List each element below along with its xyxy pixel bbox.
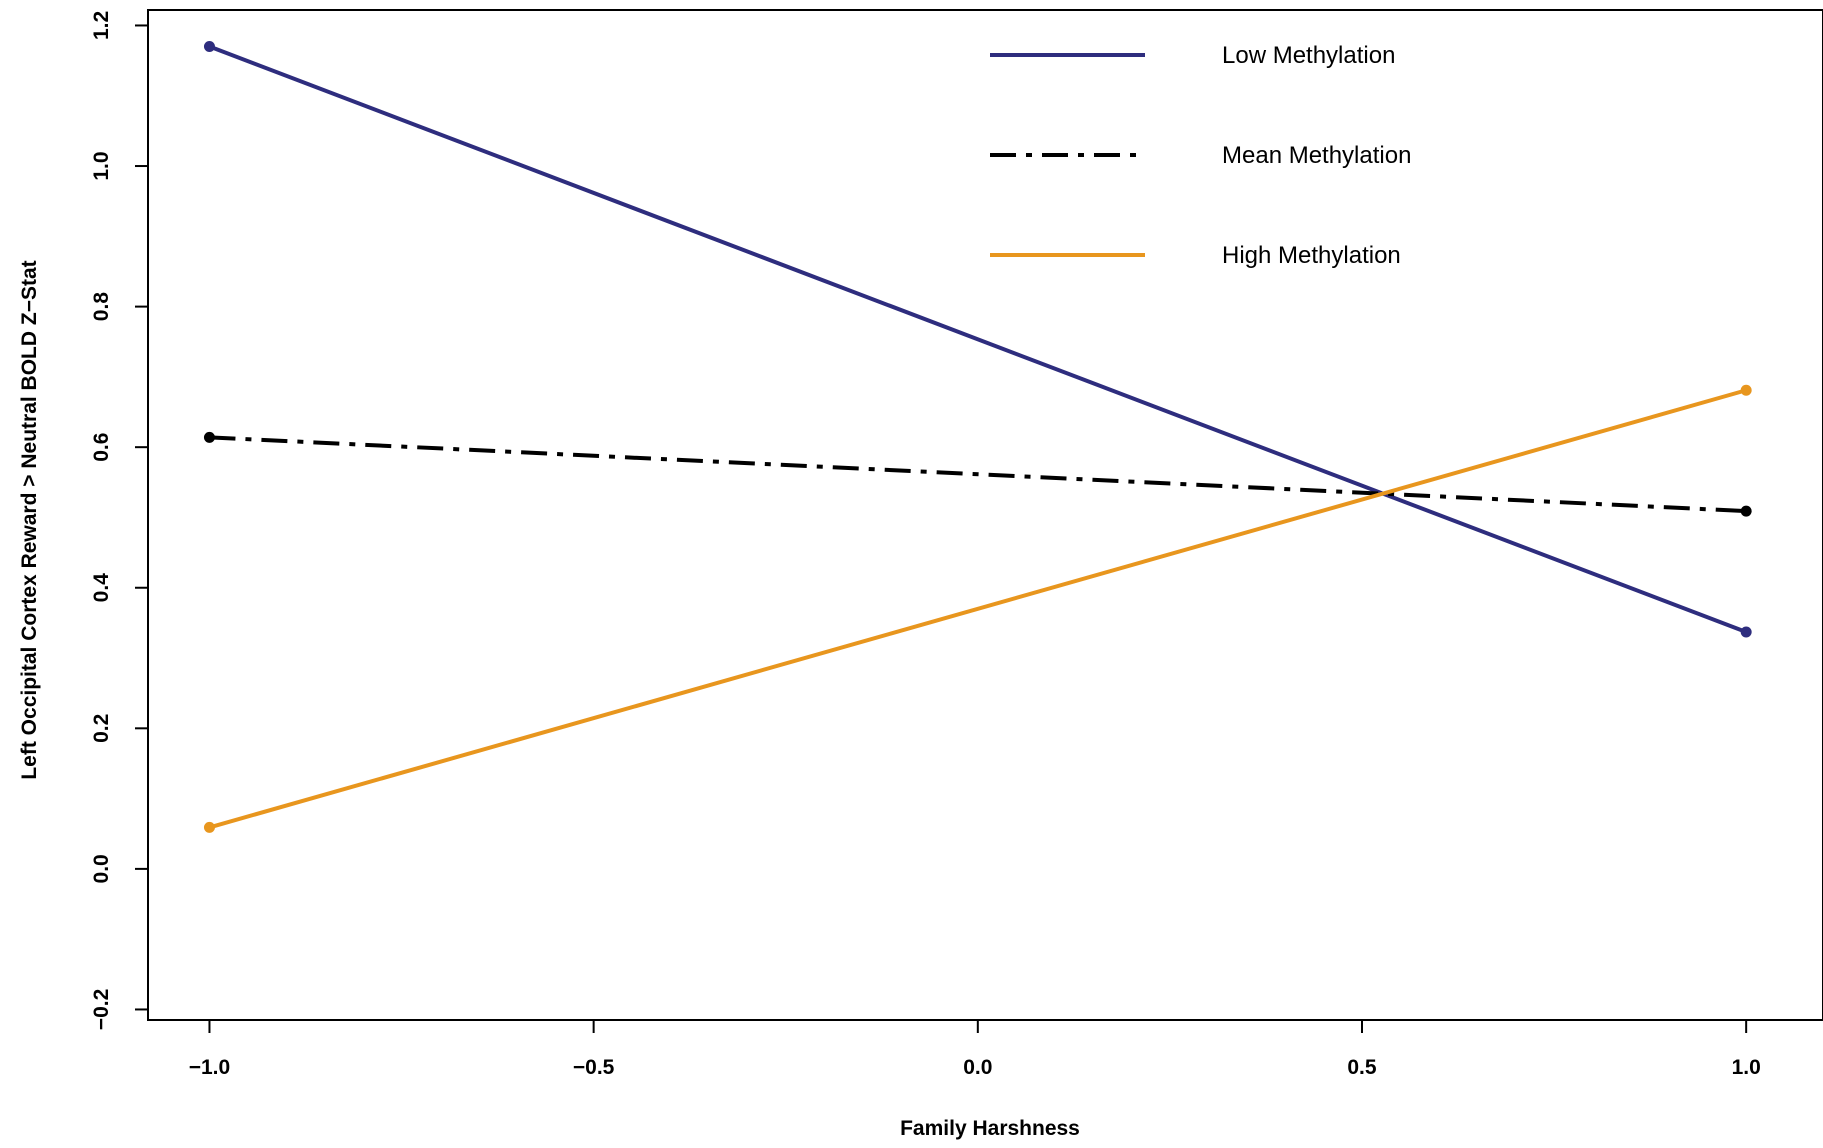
y-tick-label: 0.4 bbox=[90, 573, 113, 603]
y-tick-label: 0.0 bbox=[90, 854, 113, 883]
y-tick-label: 1.0 bbox=[90, 151, 113, 180]
series-line-mean-methylation bbox=[209, 435, 1747, 514]
data-point-low-methylation bbox=[203, 41, 215, 53]
legend-label-mean-methylation: Mean Methylation bbox=[1222, 142, 1411, 169]
x-axis-title: Family Harshness bbox=[900, 1117, 1080, 1140]
y-tick-label: 0.6 bbox=[90, 433, 113, 462]
series-line-low-methylation bbox=[208, 44, 1747, 634]
x-tick-label: 0.5 bbox=[1347, 1056, 1377, 1079]
x-tick-label: 1.0 bbox=[1732, 1056, 1761, 1079]
data-point-mean-methylation bbox=[203, 431, 215, 443]
y-tick-label: 0.2 bbox=[90, 714, 113, 743]
x-tick-label: −0.5 bbox=[573, 1056, 615, 1079]
legend: Low Methylation Mean Methylation High Meth… bbox=[990, 42, 1411, 269]
y-tick-label: 0.8 bbox=[90, 292, 113, 322]
data-point-mean-methylation bbox=[1740, 505, 1752, 517]
y-tick-label: 1.2 bbox=[90, 11, 113, 40]
legend-label-high-methylation: High Methylation bbox=[1222, 242, 1401, 269]
data-point-high-methylation bbox=[1740, 384, 1752, 396]
series-group bbox=[203, 41, 1752, 833]
legend-label-low-methylation: Low Methylation bbox=[1222, 42, 1395, 69]
series-line-high-methylation bbox=[208, 388, 1747, 830]
y-tick-label: −0.2 bbox=[90, 989, 113, 1030]
x-tick-label: −1.0 bbox=[189, 1056, 230, 1079]
y-axis-title: Left Occipital Cortex Reward > Neutral B… bbox=[18, 260, 41, 779]
x-tick-label: 0.0 bbox=[963, 1056, 992, 1079]
data-point-high-methylation bbox=[203, 821, 215, 833]
y-axis: −0.2 0.0 0.2 0.4 0.6 0.8 1.0 1.2 bbox=[90, 11, 148, 1030]
data-point-low-methylation bbox=[1740, 626, 1752, 638]
x-axis: −1.0 −0.5 0.0 0.5 1.0 bbox=[189, 1020, 1761, 1079]
plot-frame bbox=[147, 9, 1823, 1021]
